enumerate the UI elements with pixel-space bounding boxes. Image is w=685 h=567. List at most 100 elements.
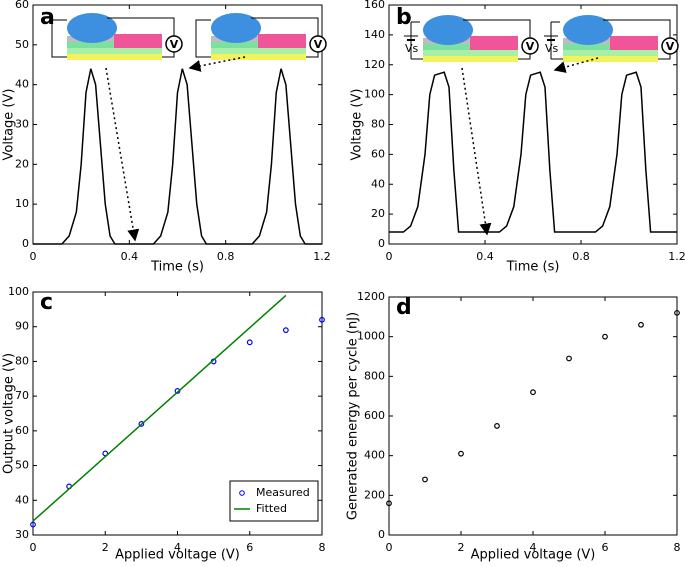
plot-frame xyxy=(388,296,678,536)
panel-label: c xyxy=(40,290,53,315)
data-point xyxy=(422,476,428,483)
voltmeter-label: V xyxy=(314,38,323,51)
layer xyxy=(423,50,518,56)
inset: Vs V xyxy=(544,15,679,62)
x-tick-label: 8 xyxy=(319,541,326,554)
y-tick-label: 200 xyxy=(364,488,385,501)
layer xyxy=(563,56,658,62)
arrow xyxy=(461,67,492,236)
y-tick-label: 20 xyxy=(15,157,29,170)
electrode xyxy=(610,36,658,50)
droplet xyxy=(563,15,613,45)
legend-swatch xyxy=(239,490,245,496)
inset-wire xyxy=(195,19,211,58)
data-point xyxy=(638,321,644,328)
x-axis-label: Time (s) xyxy=(506,260,560,275)
y-tick-label: 400 xyxy=(364,449,385,462)
inset-wire xyxy=(107,17,175,36)
panel-label: d xyxy=(396,295,412,320)
x-tick-label: 0.4 xyxy=(121,250,139,263)
x-tick-label: 0.8 xyxy=(572,250,590,263)
y-tick-label: 50 xyxy=(15,459,29,472)
y-tick-label: 140 xyxy=(364,28,385,41)
inset: V xyxy=(195,13,327,60)
y-tick-label: 0 xyxy=(22,237,29,250)
data-line xyxy=(389,71,677,233)
y-tick-label: 80 xyxy=(15,354,29,367)
x-tick-label: 8 xyxy=(674,541,681,554)
voltmeter xyxy=(661,37,679,55)
x-tick-label: 0.4 xyxy=(476,250,494,263)
inset-wire xyxy=(162,52,175,58)
layer xyxy=(563,50,658,56)
y-tick-label: 160 xyxy=(364,0,385,11)
y-tick-label: 90 xyxy=(15,320,29,333)
y-tick-label: 30 xyxy=(15,118,29,131)
x-tick-label: 0 xyxy=(386,250,393,263)
layer xyxy=(423,56,518,62)
y-tick-label: 600 xyxy=(364,409,385,422)
data-point xyxy=(246,339,253,346)
droplet xyxy=(423,15,473,45)
inset-wire xyxy=(463,19,531,38)
data-point xyxy=(602,333,608,340)
inset-wire xyxy=(518,54,531,60)
y-tick-label: 70 xyxy=(15,389,29,402)
voltmeter xyxy=(521,37,539,55)
y-tick-label: 60 xyxy=(15,424,29,437)
voltmeter xyxy=(165,35,183,53)
y-axis-label: Voltage (V) xyxy=(350,89,365,161)
legend-label: Measured xyxy=(256,486,310,499)
voltmeter-label: V xyxy=(666,40,675,53)
inset-wire xyxy=(306,52,319,58)
data-point xyxy=(566,355,572,362)
y-tick-label: 50 xyxy=(15,38,29,51)
y-tick-label: 0 xyxy=(378,528,385,541)
y-tick-label: 120 xyxy=(364,58,385,71)
x-tick-label: 4 xyxy=(174,541,181,554)
voltmeter xyxy=(309,35,327,53)
x-tick-label: 1.2 xyxy=(668,250,685,263)
data-line xyxy=(32,294,287,522)
layer xyxy=(211,54,306,60)
data-point xyxy=(494,423,500,429)
data-point xyxy=(282,327,289,334)
data-point xyxy=(319,316,325,323)
vs-label: Vs xyxy=(405,42,419,55)
data-point xyxy=(138,421,145,427)
panel-label: a xyxy=(40,5,55,30)
arrow xyxy=(188,56,246,72)
data-point xyxy=(530,389,536,396)
inset-wire xyxy=(658,54,671,60)
inset-wire xyxy=(603,19,671,38)
y-tick-label: 1200 xyxy=(357,290,385,303)
electrode xyxy=(258,34,306,48)
layer xyxy=(211,48,306,54)
x-tick-label: 2 xyxy=(458,541,465,554)
y-tick-label: 0 xyxy=(378,237,385,250)
x-axis-label: Applied voltage (V) xyxy=(471,548,596,563)
y-tick-label: 20 xyxy=(371,207,385,220)
x-tick-label: 6 xyxy=(602,541,609,554)
y-tick-label: 40 xyxy=(15,493,29,506)
inset: Vs V xyxy=(404,15,539,62)
data-point xyxy=(458,450,464,457)
x-tick-label: 6 xyxy=(246,541,253,554)
inset-wire xyxy=(251,17,319,36)
y-axis-label: Output voltage (V) xyxy=(2,353,17,474)
y-tick-label: 60 xyxy=(371,147,385,160)
voltmeter-label: V xyxy=(170,38,179,51)
droplet xyxy=(211,13,261,43)
layer xyxy=(67,48,162,54)
legend-label: Fitted xyxy=(256,502,287,515)
data-line xyxy=(33,68,322,245)
x-tick-label: 0 xyxy=(386,541,393,554)
data-point xyxy=(674,309,680,316)
panel-label: b xyxy=(396,5,412,30)
y-axis-label: Voltage (V) xyxy=(2,89,17,161)
arrow xyxy=(105,67,140,242)
droplet xyxy=(67,13,117,43)
x-tick-label: 4 xyxy=(530,541,537,554)
y-tick-label: 40 xyxy=(15,78,29,91)
